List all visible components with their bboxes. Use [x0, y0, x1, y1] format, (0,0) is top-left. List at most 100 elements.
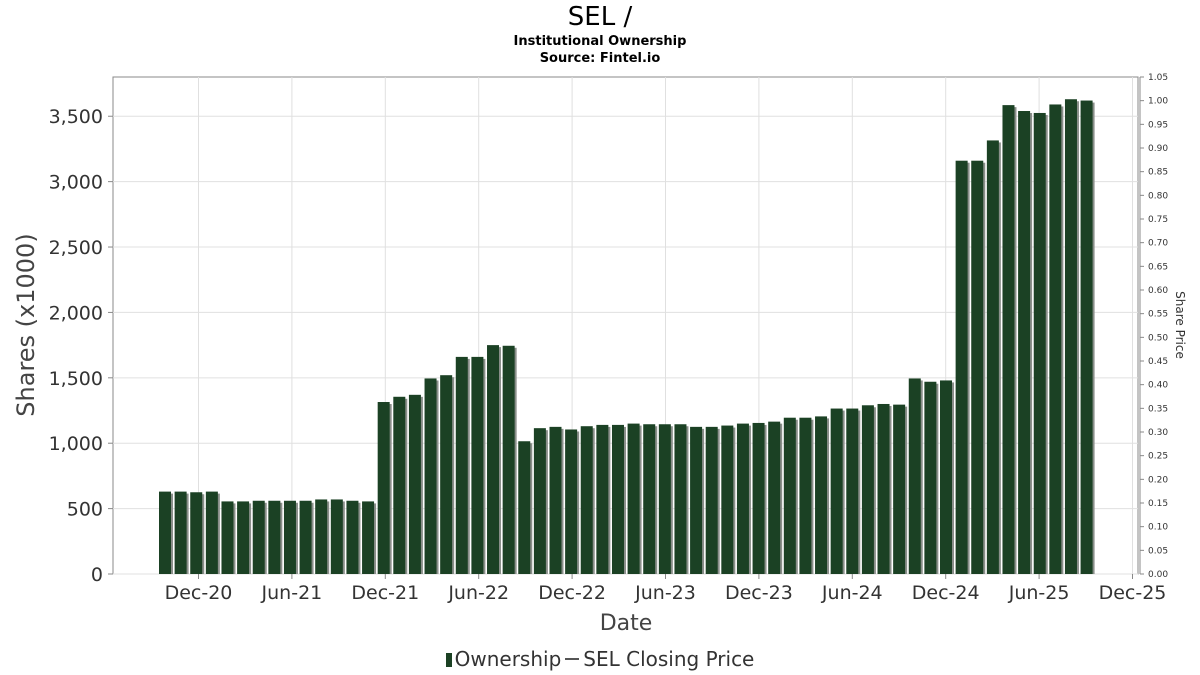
- bar: [221, 501, 234, 574]
- y2-tick-label: 0.75: [1148, 215, 1168, 225]
- bar: [752, 422, 765, 574]
- bar: [658, 424, 671, 574]
- bar: [362, 501, 375, 574]
- bar-series-ownership: [159, 99, 1095, 575]
- bar: [643, 424, 656, 574]
- y2-tick-label: 0.90: [1148, 144, 1168, 154]
- bar: [815, 416, 828, 574]
- bar: [315, 499, 328, 574]
- bar: [1002, 105, 1015, 574]
- x-axis-ticks: Dec-20 Jun-21 Dec-21 Jun-22 Dec-22 Jun-23 Dec-…: [165, 574, 1167, 604]
- bar: [971, 160, 984, 574]
- x-tick-label: Jun-24: [821, 582, 883, 604]
- bar: [159, 491, 171, 574]
- y2-tick-label: 0.10: [1148, 523, 1168, 533]
- bar: [799, 417, 812, 574]
- bar: [424, 378, 437, 574]
- y-axis-label: Shares (x1000): [12, 233, 40, 416]
- y-tick-label: 500: [67, 499, 103, 521]
- y2-tick-label: 0.15: [1148, 499, 1168, 509]
- bar: [190, 492, 203, 574]
- y2-tick-label: 0.80: [1148, 191, 1168, 201]
- legend-label-ownership: Ownership: [454, 647, 562, 671]
- y2-tick-label: 0.45: [1148, 357, 1168, 367]
- y-tick-label: 0: [91, 564, 103, 586]
- bar: [893, 404, 906, 574]
- y2-tick-label: 0.95: [1148, 120, 1168, 130]
- bar: [1080, 100, 1093, 574]
- legend-label-price: SEL Closing Price: [583, 647, 755, 671]
- x-tick-label: Jun-22: [447, 582, 509, 604]
- bar: [877, 403, 890, 574]
- bar: [299, 500, 312, 574]
- bar: [861, 405, 874, 574]
- bar: [986, 140, 999, 574]
- y2-tick-label: 0.50: [1148, 333, 1168, 343]
- y-tick-label: 3,000: [49, 172, 103, 194]
- chart-title: SEL /: [567, 2, 633, 32]
- y-axis-left-ticks: 0 500 1,000 1,500 2,000 2,500 3,000 3,500: [49, 106, 113, 586]
- bar: [1033, 112, 1046, 574]
- y2-tick-label: 0.85: [1148, 168, 1168, 178]
- bar: [471, 356, 484, 574]
- bar: [940, 380, 952, 574]
- bar: [440, 375, 453, 574]
- bar: [393, 396, 406, 574]
- bar: [830, 408, 843, 574]
- x-tick-label: Dec-24: [912, 582, 980, 604]
- bar: [596, 424, 609, 574]
- bar: [908, 378, 921, 574]
- bar: [533, 428, 546, 574]
- x-tick-label: Jun-25: [1008, 582, 1070, 604]
- bar: [455, 356, 468, 574]
- y-tick-label: 2,000: [49, 302, 103, 324]
- bar: [846, 408, 859, 574]
- chart-subtitle: Institutional Ownership: [513, 34, 687, 49]
- bar: [580, 426, 593, 574]
- y2-tick-label: 0.40: [1148, 381, 1168, 391]
- x-tick-label: Dec-23: [725, 582, 793, 604]
- x-tick-label: Dec-20: [165, 582, 233, 604]
- bar: [1018, 111, 1031, 575]
- x-tick-label: Dec-22: [538, 582, 606, 604]
- bar: [518, 441, 531, 574]
- bar: [565, 429, 578, 574]
- bar: [1064, 99, 1077, 575]
- bar: [690, 426, 703, 574]
- bar: [330, 499, 343, 574]
- y-tick-label: 3,500: [49, 106, 103, 128]
- y2-tick-label: 0.65: [1148, 262, 1168, 272]
- bar: [736, 423, 749, 574]
- bar: [408, 394, 421, 574]
- bar: [924, 381, 937, 574]
- bar: [487, 345, 500, 574]
- y-axis-right-ticks: 0.00 0.05 0.10 0.15 0.20 0.25 0.30 0.35 0.40 0.45…: [1140, 73, 1168, 580]
- bar: [627, 423, 640, 574]
- y2-tick-label: 0.30: [1148, 428, 1168, 438]
- x-axis-label: Date: [600, 611, 653, 636]
- y2-tick-label: 0.60: [1148, 286, 1168, 296]
- x-tick-label: Dec-25: [1099, 582, 1167, 604]
- bar: [674, 424, 687, 574]
- bar: [346, 500, 359, 574]
- bar: [377, 402, 390, 574]
- bar: [549, 426, 562, 574]
- bar: [268, 500, 281, 574]
- bar: [205, 491, 218, 574]
- y-tick-label: 2,500: [49, 237, 103, 259]
- y2-tick-label: 0.20: [1148, 475, 1168, 485]
- y2-tick-label: 1.00: [1148, 97, 1168, 107]
- y2-tick-label: 1.05: [1148, 73, 1168, 83]
- bar: [283, 500, 296, 574]
- bar: [252, 500, 265, 574]
- bar: [174, 491, 187, 574]
- y2-tick-label: 0.05: [1148, 546, 1168, 556]
- bar: [768, 421, 781, 574]
- y2-axis-label: Share Price: [1173, 291, 1187, 359]
- bar: [783, 417, 796, 574]
- x-tick-label: Jun-23: [634, 582, 696, 604]
- y2-tick-label: 0.00: [1148, 570, 1168, 580]
- y2-tick-label: 0.70: [1148, 239, 1168, 249]
- x-tick-label: Jun-21: [261, 582, 323, 604]
